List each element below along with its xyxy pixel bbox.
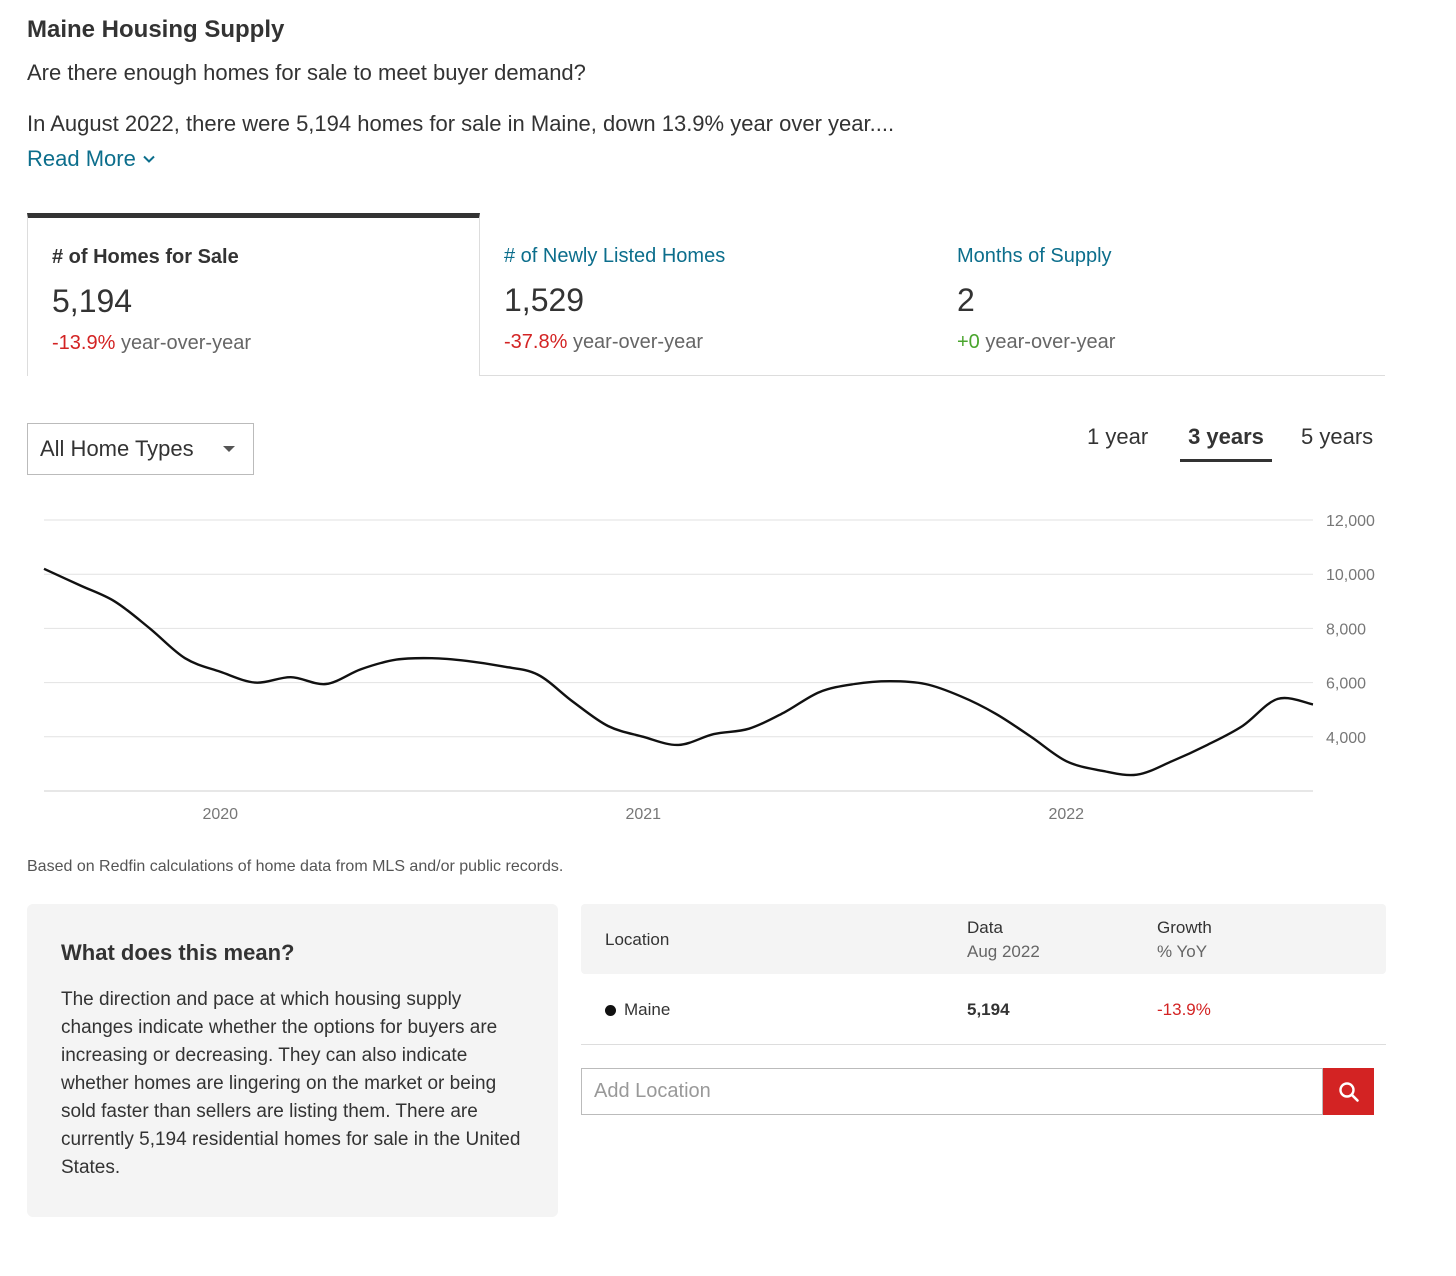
page-question: Are there enough homes for sale to meet …	[27, 60, 586, 85]
x-tick-label: 2021	[625, 806, 661, 823]
col-location: Location	[605, 930, 670, 949]
read-more-label: Read More	[27, 146, 136, 171]
col-growth-title: Growth	[1157, 918, 1212, 937]
table-row: Maine 5,194 -13.9%	[581, 974, 1386, 1045]
y-tick-label: 4,000	[1326, 730, 1366, 747]
series-dot-icon	[605, 1004, 616, 1016]
row-data: 5,194	[967, 1000, 1010, 1019]
y-tick-label: 6,000	[1326, 676, 1366, 693]
read-more-link[interactable]: Read More	[27, 146, 156, 172]
tab-homes-for-sale[interactable]: # of Homes for Sale 5,194 -13.9% year-ov…	[27, 213, 480, 376]
col-growth-sub: % YoY	[1157, 942, 1208, 961]
tab-months-of-supply[interactable]: Months of Supply 2 +0 year-over-year	[933, 213, 1385, 376]
search-button[interactable]	[1323, 1068, 1374, 1115]
col-data-title: Data	[967, 918, 1003, 937]
location-table: Location Data Aug 2022 Growth % YoY Main…	[581, 904, 1386, 1045]
range-3-years[interactable]: 3 years	[1180, 424, 1272, 462]
tab-newly-listed[interactable]: # of Newly Listed Homes 1,529 -37.8% yea…	[480, 213, 933, 376]
y-tick-label: 12,000	[1326, 513, 1375, 530]
tab-value: 2	[957, 282, 975, 318]
home-type-selected: All Home Types	[40, 436, 194, 461]
series-line-maine	[43, 567, 1314, 777]
chevron-down-icon	[143, 155, 155, 163]
tab-label: Months of Supply	[957, 245, 1112, 267]
meaning-panel: What does this mean? The direction and p…	[27, 904, 558, 1217]
change-value: -37.8%	[504, 331, 568, 353]
change-value: -13.9%	[52, 332, 116, 354]
home-type-select[interactable]: All Home Types	[27, 423, 254, 475]
change-suffix: year-over-year	[120, 332, 251, 354]
homes-for-sale-chart: 12,000 10,000 8,000 6,000 4,000 2020 2021 2022	[43, 513, 1375, 823]
search-icon	[1338, 1081, 1359, 1102]
summary-text: In August 2022, there were 5,194 homes f…	[27, 111, 895, 136]
table-header: Location Data Aug 2022 Growth % YoY	[581, 904, 1386, 974]
meaning-title: What does this mean?	[61, 940, 295, 965]
footnote: Based on Redfin calculations of home dat…	[27, 858, 564, 875]
range-5-years[interactable]: 5 years	[1301, 424, 1374, 449]
page-title: Maine Housing Supply	[27, 16, 285, 43]
change-suffix: year-over-year	[572, 331, 703, 353]
row-location-label: Maine	[624, 1000, 671, 1019]
add-location-input[interactable]	[581, 1068, 1323, 1115]
tab-label: # of Newly Listed Homes	[504, 245, 726, 267]
tab-change: -13.9% year-over-year	[52, 332, 455, 355]
tab-change: -37.8% year-over-year	[504, 331, 909, 354]
x-tick-label: 2022	[1048, 806, 1084, 823]
metric-tabs: # of Homes for Sale 5,194 -13.9% year-ov…	[27, 213, 1385, 376]
tab-label: # of Homes for Sale	[52, 246, 239, 268]
col-data-sub: Aug 2022	[967, 942, 1040, 961]
col-data: Data Aug 2022	[967, 918, 1040, 962]
range-1-year[interactable]: 1 year	[1087, 424, 1149, 449]
row-growth: -13.9%	[1157, 1000, 1211, 1019]
change-suffix: year-over-year	[985, 331, 1116, 353]
row-location: Maine	[605, 1000, 670, 1020]
tab-value: 1,529	[504, 282, 585, 318]
y-tick-label: 8,000	[1326, 621, 1366, 638]
tab-value: 5,194	[52, 283, 133, 319]
tab-change: +0 year-over-year	[957, 331, 1361, 354]
y-tick-label: 10,000	[1326, 567, 1375, 584]
col-growth: Growth % YoY	[1157, 918, 1212, 962]
add-location-bar	[581, 1068, 1374, 1115]
caret-down-icon	[223, 446, 235, 452]
x-tick-label: 2020	[202, 806, 238, 823]
meaning-text: The direction and pace at which housing …	[61, 989, 521, 1178]
change-value: +0	[957, 331, 980, 353]
